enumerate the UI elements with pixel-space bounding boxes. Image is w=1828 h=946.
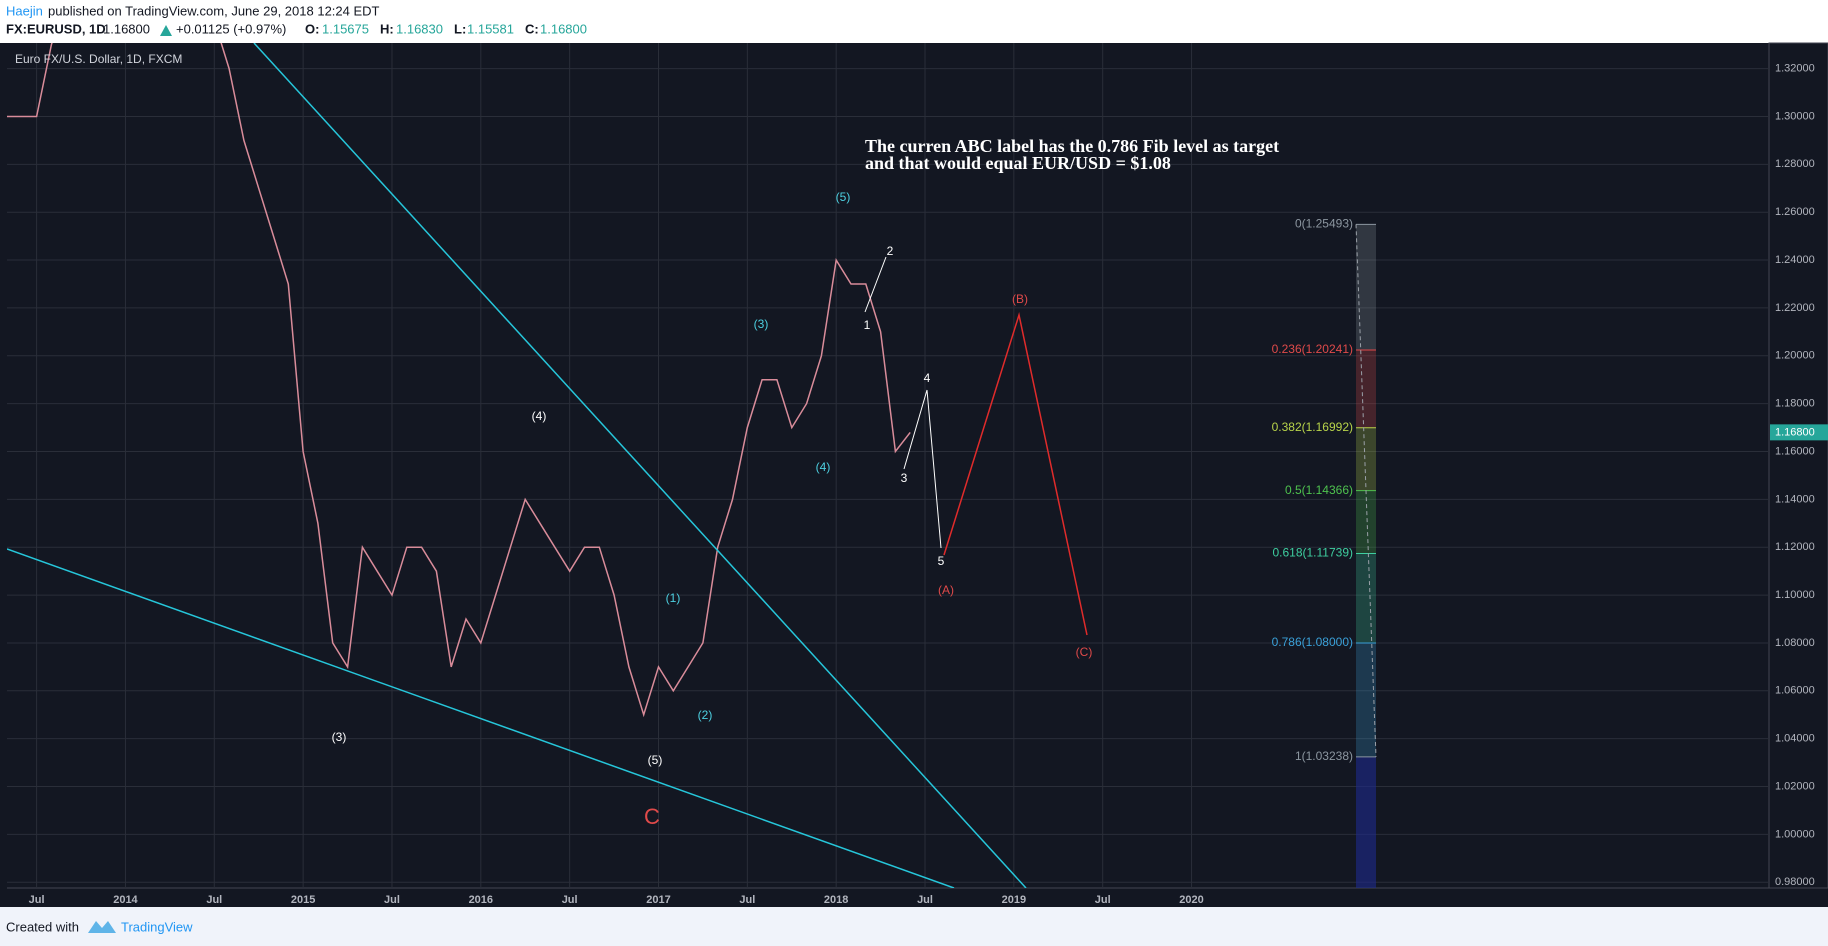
up-arrow <box>160 25 172 36</box>
y-tick-label: 1.18000 <box>1775 398 1815 410</box>
fib-label: 1(1.03238) <box>1295 749 1353 763</box>
drawings <box>7 43 1088 888</box>
fib-label: 0.236(1.20241) <box>1272 342 1353 356</box>
wave-label: C <box>644 804 660 829</box>
x-tick-label: 2016 <box>469 894 493 906</box>
y-tick-label: 1.22000 <box>1775 302 1815 314</box>
wave-label: 1 <box>864 318 871 332</box>
x-tick-label: 2020 <box>1179 894 1203 906</box>
note: The curren ABC label has the 0.786 Fib l… <box>865 136 1279 156</box>
price-axis <box>1768 42 1828 889</box>
created-with: Created with <box>6 919 79 934</box>
wave-label: (4) <box>532 409 547 423</box>
x-tick-label: Jul <box>206 894 222 906</box>
wave-label: 2 <box>887 244 894 258</box>
fib-label: 0.618(1.11739) <box>1272 546 1353 560</box>
wave-label: (C) <box>1076 645 1093 659</box>
fib-band <box>1356 642 1376 757</box>
x-tick-label: 2017 <box>646 894 670 906</box>
x-tick-label: 2018 <box>824 894 848 906</box>
fib-band <box>1356 490 1376 554</box>
footer-bg <box>0 907 1828 946</box>
fib-band <box>1356 427 1376 491</box>
x-tick-label: 2015 <box>291 894 315 906</box>
open: 1.15675 <box>322 21 369 36</box>
y-tick-label: 1.08000 <box>1775 637 1815 649</box>
x-tick-label: Jul <box>562 894 578 906</box>
note: and that would equal EUR/USD = $1.08 <box>865 153 1171 173</box>
price: 1.16800 <box>103 21 150 36</box>
x-tick-label: 2014 <box>113 894 138 906</box>
wave-label: (1) <box>666 591 681 605</box>
wave-line <box>864 256 887 313</box>
open-label: O: <box>305 21 319 36</box>
x-tick-label: Jul <box>917 894 933 906</box>
last-price-tag <box>1770 424 1828 441</box>
fib-band <box>1356 350 1376 428</box>
y-tick-label: 1.30000 <box>1775 110 1815 122</box>
high-label: H: <box>380 21 394 36</box>
brand-logo[interactable] <box>88 921 116 933</box>
close-label: C: <box>525 21 539 36</box>
wave-label: (5) <box>648 753 663 767</box>
trend-line <box>253 43 1027 888</box>
chart-title: Euro FX/U.S. Dollar, 1D, FXCM <box>15 52 182 66</box>
x-tick-label: Jul <box>1095 894 1111 906</box>
x-tick-label: Jul <box>384 894 400 906</box>
x-tick-label: Jul <box>739 894 755 906</box>
change: +0.01125 (+0.97%) <box>176 21 286 36</box>
published: published on TradingView.com, June 29, 2… <box>48 3 380 18</box>
y-tick-label: 1.32000 <box>1775 63 1815 75</box>
header-bg <box>0 0 1828 43</box>
symbol: FX:EURUSD, 1D <box>6 21 106 36</box>
last-price-label: 1.16800 <box>1775 426 1815 438</box>
y-tick-label: 1.28000 <box>1775 158 1815 170</box>
y-tick-label: 1.06000 <box>1775 685 1815 697</box>
y-tick-label: 1.20000 <box>1775 350 1815 362</box>
low-label: L: <box>454 21 466 36</box>
fib-band <box>1356 553 1376 643</box>
y-tick-label: 1.00000 <box>1775 828 1815 840</box>
wave-label: (3) <box>754 317 769 331</box>
price-line <box>7 43 911 718</box>
fib-trend <box>1355 224 1377 757</box>
y-tick-label: 0.98000 <box>1775 876 1815 888</box>
y-tick-label: 1.10000 <box>1775 589 1815 601</box>
wave-label: (B) <box>1012 292 1028 306</box>
y-tick-label: 1.14000 <box>1775 493 1815 505</box>
y-tick-label: 1.24000 <box>1775 254 1815 266</box>
close: 1.16800 <box>540 21 587 36</box>
wave-label: (4) <box>816 460 831 474</box>
brand[interactable]: TradingView <box>121 919 193 934</box>
trend-line <box>7 548 955 888</box>
wave-label: (3) <box>332 730 347 744</box>
fib-label: 0.786(1.08000) <box>1272 635 1353 649</box>
wave-label: 3 <box>901 471 908 485</box>
fib-label: 0.5(1.14366) <box>1285 483 1353 497</box>
fib-label: 0.382(1.16992) <box>1272 420 1353 434</box>
y-tick-label: 1.26000 <box>1775 206 1815 218</box>
y-tick-label: 1.12000 <box>1775 541 1815 553</box>
low: 1.15581 <box>467 21 514 36</box>
x-tick-label: Jul <box>29 894 45 906</box>
wave-label: (A) <box>938 583 954 597</box>
author[interactable]: Haejin <box>6 3 43 18</box>
high: 1.16830 <box>396 21 443 36</box>
y-tick-label: 1.04000 <box>1775 733 1815 745</box>
wave-label: (5) <box>836 190 851 204</box>
y-tick-label: 1.16000 <box>1775 445 1815 457</box>
wave-label: (2) <box>698 708 713 722</box>
wave-label: 5 <box>938 554 945 568</box>
wave-line <box>903 389 942 549</box>
fib-band <box>1356 224 1376 351</box>
fib-label: 0(1.25493) <box>1295 216 1353 230</box>
y-tick-label: 1.02000 <box>1775 780 1815 792</box>
fib-band <box>1356 756 1376 888</box>
wave-label: 4 <box>924 371 931 385</box>
abc-projection <box>943 312 1088 636</box>
x-tick-label: 2019 <box>1002 894 1026 906</box>
